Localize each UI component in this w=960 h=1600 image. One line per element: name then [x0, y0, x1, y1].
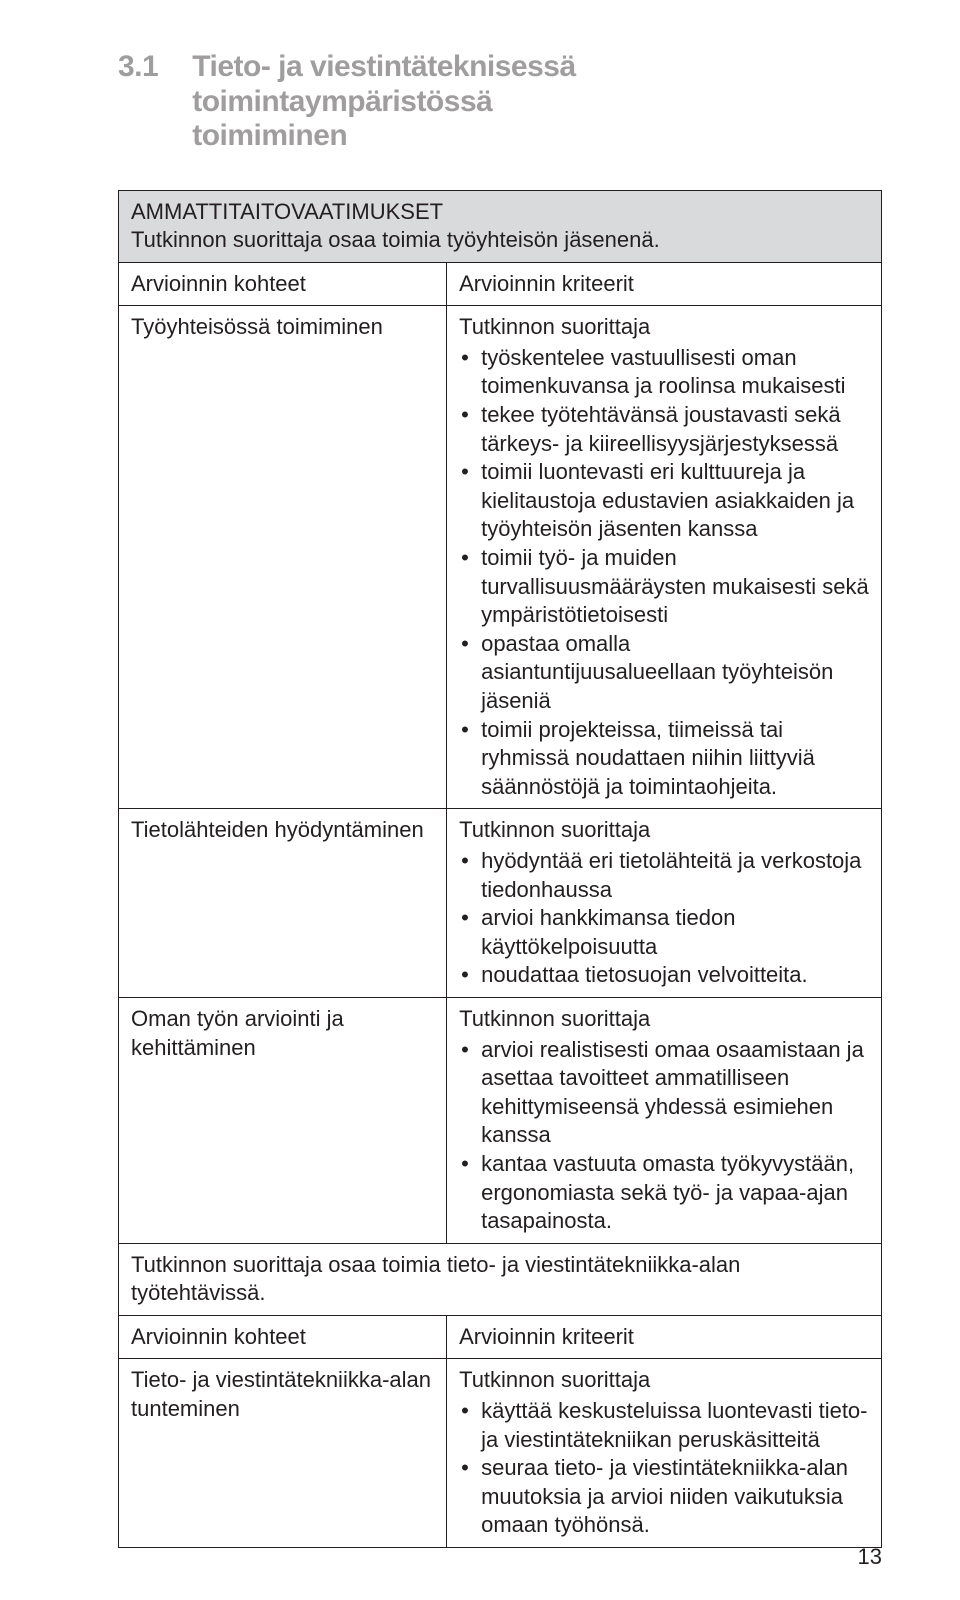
column-heads-row: Arvioinnin kohteet Arvioinnin kriteerit [119, 1315, 882, 1359]
colhead-right: Arvioinnin kriteerit [447, 262, 882, 306]
colhead-left: Arvioinnin kohteet [119, 262, 447, 306]
list-item: työskentelee vastuullisesti oman toimenk… [481, 344, 869, 401]
column-heads-row: Arvioinnin kohteet Arvioinnin kriteerit [119, 262, 882, 306]
table-row: Työyhteisössä toimiminen Tutkinnon suori… [119, 306, 882, 809]
list-item: arvioi hankkimansa tiedon käyttökelpoisu… [481, 904, 869, 961]
span-cell: Tutkinnon suorittaja osaa toimia tieto- … [119, 1243, 882, 1315]
heading-title: Tieto- ja viestintäteknisessä toimintaym… [192, 50, 882, 154]
heading-number: 3.1 [118, 50, 158, 85]
right-intro: Tutkinnon suorittaja [459, 313, 869, 342]
list-item: toimii työ- ja muiden turvallisuusmääräy… [481, 544, 869, 630]
list-item: hyödyntää eri tietolähteitä ja verkostoj… [481, 847, 869, 904]
list-item: toimii luontevasti eri kulttuureja ja ki… [481, 458, 869, 544]
table-row: Tieto- ja viestintätekniikka-alan tuntem… [119, 1359, 882, 1548]
right-intro: Tutkinnon suorittaja [459, 1005, 869, 1034]
colhead-right: Arvioinnin kriteerit [447, 1315, 882, 1359]
row-right: Tutkinnon suorittaja hyödyntää eri tieto… [447, 809, 882, 998]
section-heading: 3.1 Tieto- ja viestintäteknisessä toimin… [118, 50, 882, 154]
row-right: Tutkinnon suorittaja työskentelee vastuu… [447, 306, 882, 809]
row-left: Oman työn arviointi ja kehittäminen [119, 997, 447, 1243]
list-item: opastaa omalla asiantuntijuusalueellaan … [481, 630, 869, 716]
row-left: Tietolähteiden hyödyntäminen [119, 809, 447, 998]
table-row: Oman työn arviointi ja kehittäminen Tutk… [119, 997, 882, 1243]
list-item: kantaa vastuuta omasta työkyvystään, erg… [481, 1150, 869, 1236]
table-row: Tietolähteiden hyödyntäminen Tutkinnon s… [119, 809, 882, 998]
table-header-cell: AMMATTITAITOVAATIMUKSET Tutkinnon suorit… [119, 190, 882, 262]
list-item: seuraa tieto- ja viestintätekniikka-alan… [481, 1454, 869, 1540]
row-left: Työyhteisössä toimiminen [119, 306, 447, 809]
list-item: tekee työtehtävänsä joustavasti sekä tär… [481, 401, 869, 458]
list-item: käyttää keskusteluissa luontevasti tieto… [481, 1397, 869, 1454]
list-item: toimii projekteissa, tiimeissä tai ryhmi… [481, 716, 869, 802]
list-item: noudattaa tietosuojan velvoitteita. [481, 961, 869, 990]
list-item: arvioi realistisesti omaa osaamistaan ja… [481, 1036, 869, 1150]
row-left: Tieto- ja viestintätekniikka-alan tuntem… [119, 1359, 447, 1548]
header-subtitle: Tutkinnon suorittaja osaa toimia työyhte… [131, 226, 869, 255]
right-intro: Tutkinnon suorittaja [459, 1366, 869, 1395]
page-number: 13 [858, 1544, 882, 1570]
requirements-table: AMMATTITAITOVAATIMUKSET Tutkinnon suorit… [118, 190, 882, 1549]
row-right: Tutkinnon suorittaja arvioi realistisest… [447, 997, 882, 1243]
bullet-list: arvioi realistisesti omaa osaamistaan ja… [459, 1036, 869, 1236]
right-intro: Tutkinnon suorittaja [459, 816, 869, 845]
bullet-list: hyödyntää eri tietolähteitä ja verkostoj… [459, 847, 869, 990]
header-title: AMMATTITAITOVAATIMUKSET [131, 198, 869, 227]
table-header-row: AMMATTITAITOVAATIMUKSET Tutkinnon suorit… [119, 190, 882, 262]
bullet-list: työskentelee vastuullisesti oman toimenk… [459, 344, 869, 802]
colhead-left: Arvioinnin kohteet [119, 1315, 447, 1359]
span-row: Tutkinnon suorittaja osaa toimia tieto- … [119, 1243, 882, 1315]
row-right: Tutkinnon suorittaja käyttää keskustelui… [447, 1359, 882, 1548]
bullet-list: käyttää keskusteluissa luontevasti tieto… [459, 1397, 869, 1540]
